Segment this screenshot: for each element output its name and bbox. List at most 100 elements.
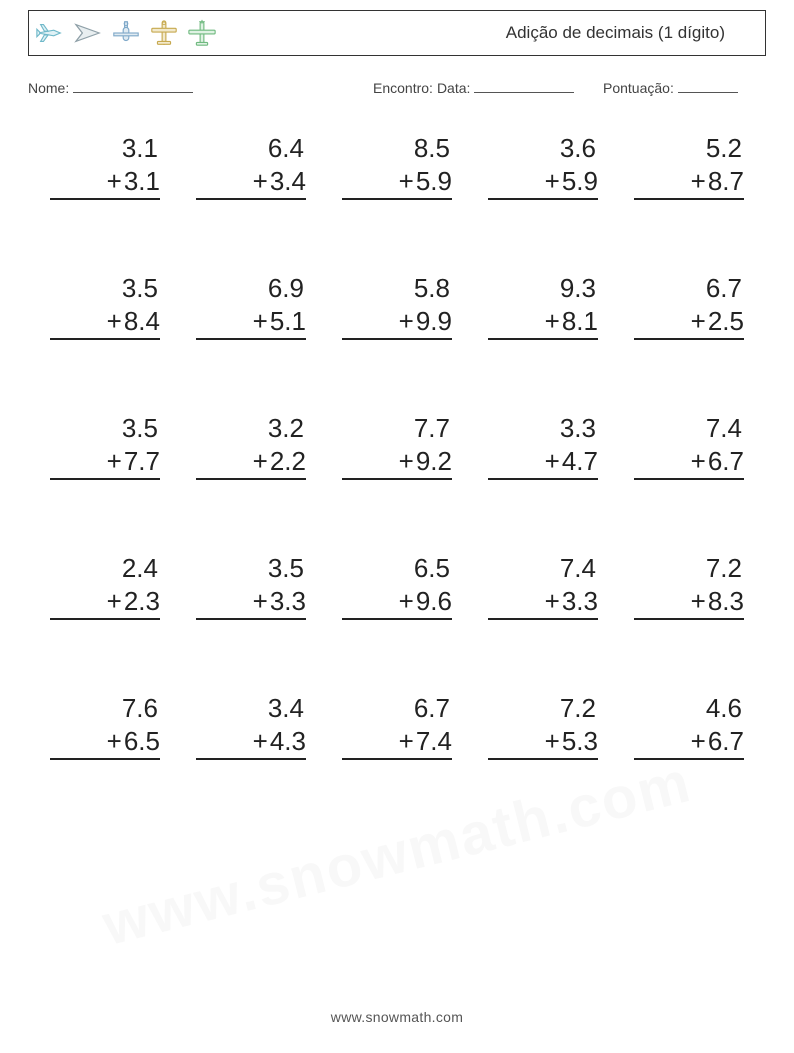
problem: 9.3+8.1	[488, 272, 598, 340]
operand-bottom-row: +2.5	[634, 305, 744, 341]
operator: +	[545, 305, 560, 338]
operator: +	[107, 165, 122, 198]
operator: +	[253, 165, 268, 198]
operand-bottom: 5.3	[562, 725, 598, 758]
plane-icon	[187, 18, 217, 48]
operator: +	[253, 305, 268, 338]
encounter-label: Encontro:	[373, 80, 433, 96]
operand-bottom-row: +8.4	[50, 305, 160, 341]
operand-bottom: 5.9	[562, 165, 598, 198]
operand-top: 7.6	[122, 692, 160, 725]
operand-top: 7.7	[414, 412, 452, 445]
operand-bottom: 8.7	[708, 165, 744, 198]
operand-bottom-row: +9.6	[342, 585, 452, 621]
operand-top: 3.5	[122, 412, 160, 445]
problem: 7.4+6.7	[634, 412, 744, 480]
score-blank	[678, 78, 738, 93]
operand-bottom: 5.9	[416, 165, 452, 198]
footer-url: www.snowmath.com	[0, 1009, 794, 1025]
operator: +	[545, 585, 560, 618]
operand-bottom-row: +3.1	[50, 165, 160, 201]
operand-bottom-row: +6.7	[634, 725, 744, 761]
operand-bottom-row: +6.5	[50, 725, 160, 761]
operand-bottom-row: +2.3	[50, 585, 160, 621]
problem: 6.5+9.6	[342, 552, 452, 620]
operand-top: 3.5	[268, 552, 306, 585]
operator: +	[399, 305, 414, 338]
operator: +	[399, 725, 414, 758]
operator: +	[253, 445, 268, 478]
problem: 6.9+5.1	[196, 272, 306, 340]
problem: 6.7+7.4	[342, 692, 452, 760]
operand-bottom-row: +8.7	[634, 165, 744, 201]
operand-bottom-row: +7.7	[50, 445, 160, 481]
problem: 7.2+8.3	[634, 552, 744, 620]
operand-top: 2.4	[122, 552, 160, 585]
operand-top: 4.6	[706, 692, 744, 725]
operator: +	[399, 585, 414, 618]
operator: +	[545, 725, 560, 758]
operand-bottom-row: +8.3	[634, 585, 744, 621]
watermark: www.snowmath.com	[96, 748, 698, 959]
operand-top: 6.5	[414, 552, 452, 585]
problem: 7.6+6.5	[50, 692, 160, 760]
operator: +	[107, 445, 122, 478]
operand-top: 6.4	[268, 132, 306, 165]
problem: 3.5+3.3	[196, 552, 306, 620]
operand-top: 3.6	[560, 132, 598, 165]
operator: +	[545, 445, 560, 478]
operator: +	[399, 165, 414, 198]
operand-bottom-row: +4.7	[488, 445, 598, 481]
problem: 4.6+6.7	[634, 692, 744, 760]
operand-bottom: 2.3	[124, 585, 160, 618]
operand-bottom: 7.4	[416, 725, 452, 758]
operand-bottom-row: +3.4	[196, 165, 306, 201]
operand-top: 7.2	[560, 692, 598, 725]
operator: +	[399, 445, 414, 478]
operand-bottom-row: +3.3	[488, 585, 598, 621]
operand-top: 7.4	[706, 412, 744, 445]
problem: 7.7+9.2	[342, 412, 452, 480]
problem: 2.4+2.3	[50, 552, 160, 620]
operand-top: 6.7	[706, 272, 744, 305]
operator: +	[107, 305, 122, 338]
operator: +	[253, 585, 268, 618]
operator: +	[691, 445, 706, 478]
score-label: Pontuação:	[603, 80, 674, 96]
operator: +	[691, 305, 706, 338]
operand-bottom-row: +6.7	[634, 445, 744, 481]
operand-top: 6.7	[414, 692, 452, 725]
problem: 3.1+3.1	[50, 132, 160, 200]
problem: 7.2+5.3	[488, 692, 598, 760]
problem: 3.2+2.2	[196, 412, 306, 480]
operator: +	[253, 725, 268, 758]
operand-bottom: 9.9	[416, 305, 452, 338]
operand-top: 8.5	[414, 132, 452, 165]
operand-bottom: 4.7	[562, 445, 598, 478]
operator: +	[107, 585, 122, 618]
operand-top: 7.4	[560, 552, 598, 585]
problem: 8.5+5.9	[342, 132, 452, 200]
operand-bottom-row: +4.3	[196, 725, 306, 761]
operand-top: 3.3	[560, 412, 598, 445]
name-blank	[73, 78, 193, 93]
info-row: Nome: Encontro: Data: Pontuação:	[28, 78, 766, 96]
name-label: Nome:	[28, 80, 69, 96]
operand-bottom-row: +7.4	[342, 725, 452, 761]
problem: 6.4+3.4	[196, 132, 306, 200]
problem: 5.8+9.9	[342, 272, 452, 340]
operator: +	[107, 725, 122, 758]
operand-top: 7.2	[706, 552, 744, 585]
operand-bottom-row: +2.2	[196, 445, 306, 481]
operand-top: 3.2	[268, 412, 306, 445]
operand-bottom: 6.7	[708, 445, 744, 478]
operand-bottom: 9.6	[416, 585, 452, 618]
operand-bottom: 8.1	[562, 305, 598, 338]
operator: +	[691, 165, 706, 198]
problem: 3.3+4.7	[488, 412, 598, 480]
operand-bottom-row: +8.1	[488, 305, 598, 341]
plane-icon	[35, 18, 65, 48]
operand-bottom: 3.4	[270, 165, 306, 198]
operand-bottom-row: +5.9	[342, 165, 452, 201]
operator: +	[691, 585, 706, 618]
